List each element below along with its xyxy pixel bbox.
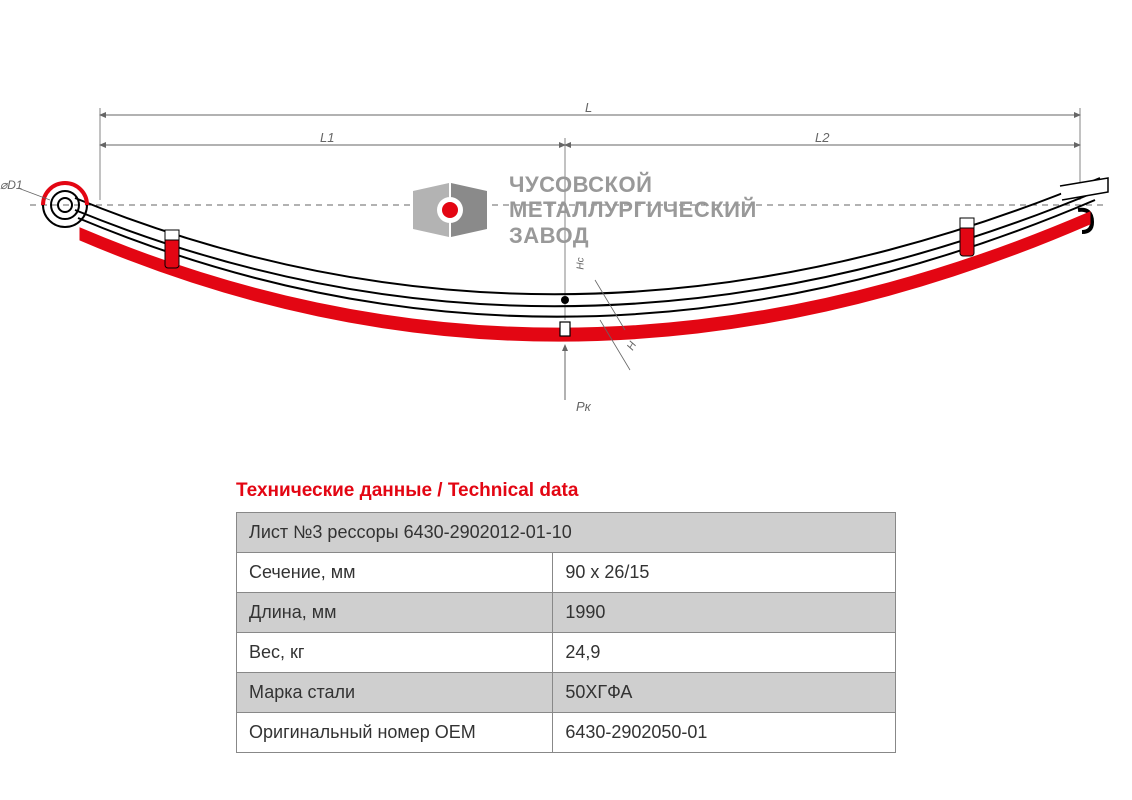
table-row: Сечение, мм 90 x 26/15 <box>237 553 896 593</box>
dim-Pk: Pк <box>576 399 591 414</box>
dim-L1: L1 <box>320 130 334 145</box>
logo-line-2: МЕТАЛЛУРГИЧЕСКИЙ <box>509 197 757 222</box>
table-row: Вес, кг 24,9 <box>237 633 896 673</box>
clamp-left <box>165 230 179 268</box>
table-header-cell: Лист №3 рессоры 6430-2902012-01-10 <box>237 513 896 553</box>
row-value: 50ХГФА <box>553 673 896 713</box>
row-label: Вес, кг <box>237 633 553 673</box>
watermark-logo: ЧУСОВСКОЙ МЕТАЛЛУРГИЧЕСКИЙ ЗАВОД <box>405 172 757 248</box>
technical-data-table: Лист №3 рессоры 6430-2902012-01-10 Сечен… <box>236 512 896 753</box>
dim-L2: L2 <box>815 130 829 145</box>
technical-data-section: Технические данные / Technical data Лист… <box>236 480 896 753</box>
table-header-row: Лист №3 рессоры 6430-2902012-01-10 <box>237 513 896 553</box>
technical-drawing: L L1 L2 ⌀D1 Pк H Hc ЧУСОВСКОЙ МЕТАЛЛУРГИ… <box>0 0 1132 440</box>
table-row: Оригинальный номер OEM 6430-2902050-01 <box>237 713 896 753</box>
dim-D1: ⌀D1 <box>0 178 23 192</box>
row-label: Длина, мм <box>237 593 553 633</box>
logo-text: ЧУСОВСКОЙ МЕТАЛЛУРГИЧЕСКИЙ ЗАВОД <box>509 172 757 248</box>
row-label: Сечение, мм <box>237 553 553 593</box>
row-value: 24,9 <box>553 633 896 673</box>
table-row: Длина, мм 1990 <box>237 593 896 633</box>
logo-line-3: ЗАВОД <box>509 223 757 248</box>
table-title: Технические данные / Technical data <box>236 480 896 502</box>
row-label: Марка стали <box>237 673 553 713</box>
dim-L: L <box>585 100 592 115</box>
row-value: 1990 <box>553 593 896 633</box>
row-value: 6430-2902050-01 <box>553 713 896 753</box>
logo-icon <box>405 179 495 241</box>
logo-line-1: ЧУСОВСКОЙ <box>509 172 757 197</box>
table-row: Марка стали 50ХГФА <box>237 673 896 713</box>
dim-Hc: Hc <box>576 257 587 269</box>
row-label: Оригинальный номер OEM <box>237 713 553 753</box>
row-value: 90 x 26/15 <box>553 553 896 593</box>
clamp-right <box>960 218 974 256</box>
